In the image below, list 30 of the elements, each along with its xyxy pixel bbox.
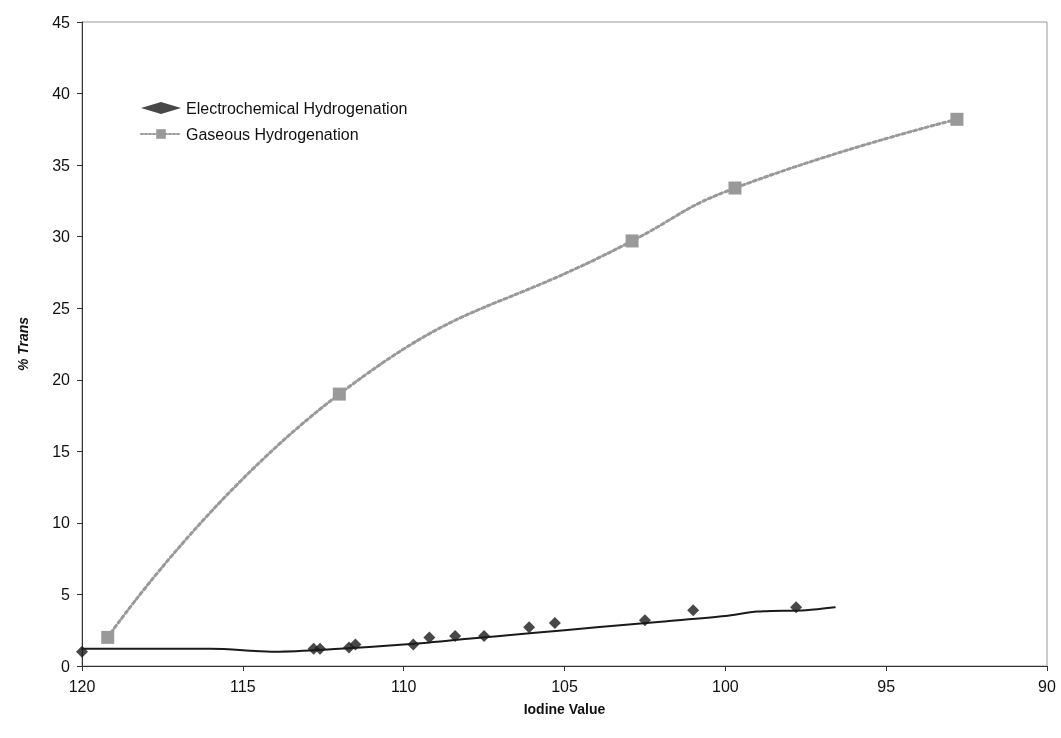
y-tick-label: 30 [52, 228, 71, 246]
point [548, 617, 561, 630]
x-tick-label: 105 [551, 677, 578, 695]
y-tick-label: 45 [52, 13, 71, 31]
legend-label: Electrochemical Hydrogenation [186, 99, 408, 117]
x-tick-label: 110 [390, 677, 417, 695]
legend-label: Gaseous Hydrogenation [186, 125, 359, 143]
y-tick-label: 10 [52, 514, 71, 532]
x-tick-label: 90 [1038, 677, 1056, 695]
y-tick-label: 0 [61, 657, 71, 675]
x-tick-label: 95 [877, 677, 896, 695]
point [625, 234, 639, 248]
y-tick-label: 5 [61, 585, 71, 603]
point [332, 387, 346, 401]
y-tick-label: 40 [52, 85, 71, 103]
x-tick-label: 120 [68, 677, 96, 695]
y-tick-label: 15 [52, 442, 71, 460]
point [950, 112, 964, 126]
point [523, 621, 536, 634]
x-tick-label: 100 [711, 677, 739, 695]
y-axis-title: % Trans [15, 316, 31, 372]
point [101, 630, 115, 644]
point [728, 181, 742, 195]
y-tick-label: 20 [52, 371, 71, 389]
point [423, 631, 436, 644]
x-axis-title: Iodine Value [523, 701, 606, 717]
y-tick-label: 35 [52, 156, 71, 174]
point [687, 604, 700, 617]
x-tick-label: 115 [230, 677, 256, 695]
y-tick-label: 25 [52, 299, 71, 317]
